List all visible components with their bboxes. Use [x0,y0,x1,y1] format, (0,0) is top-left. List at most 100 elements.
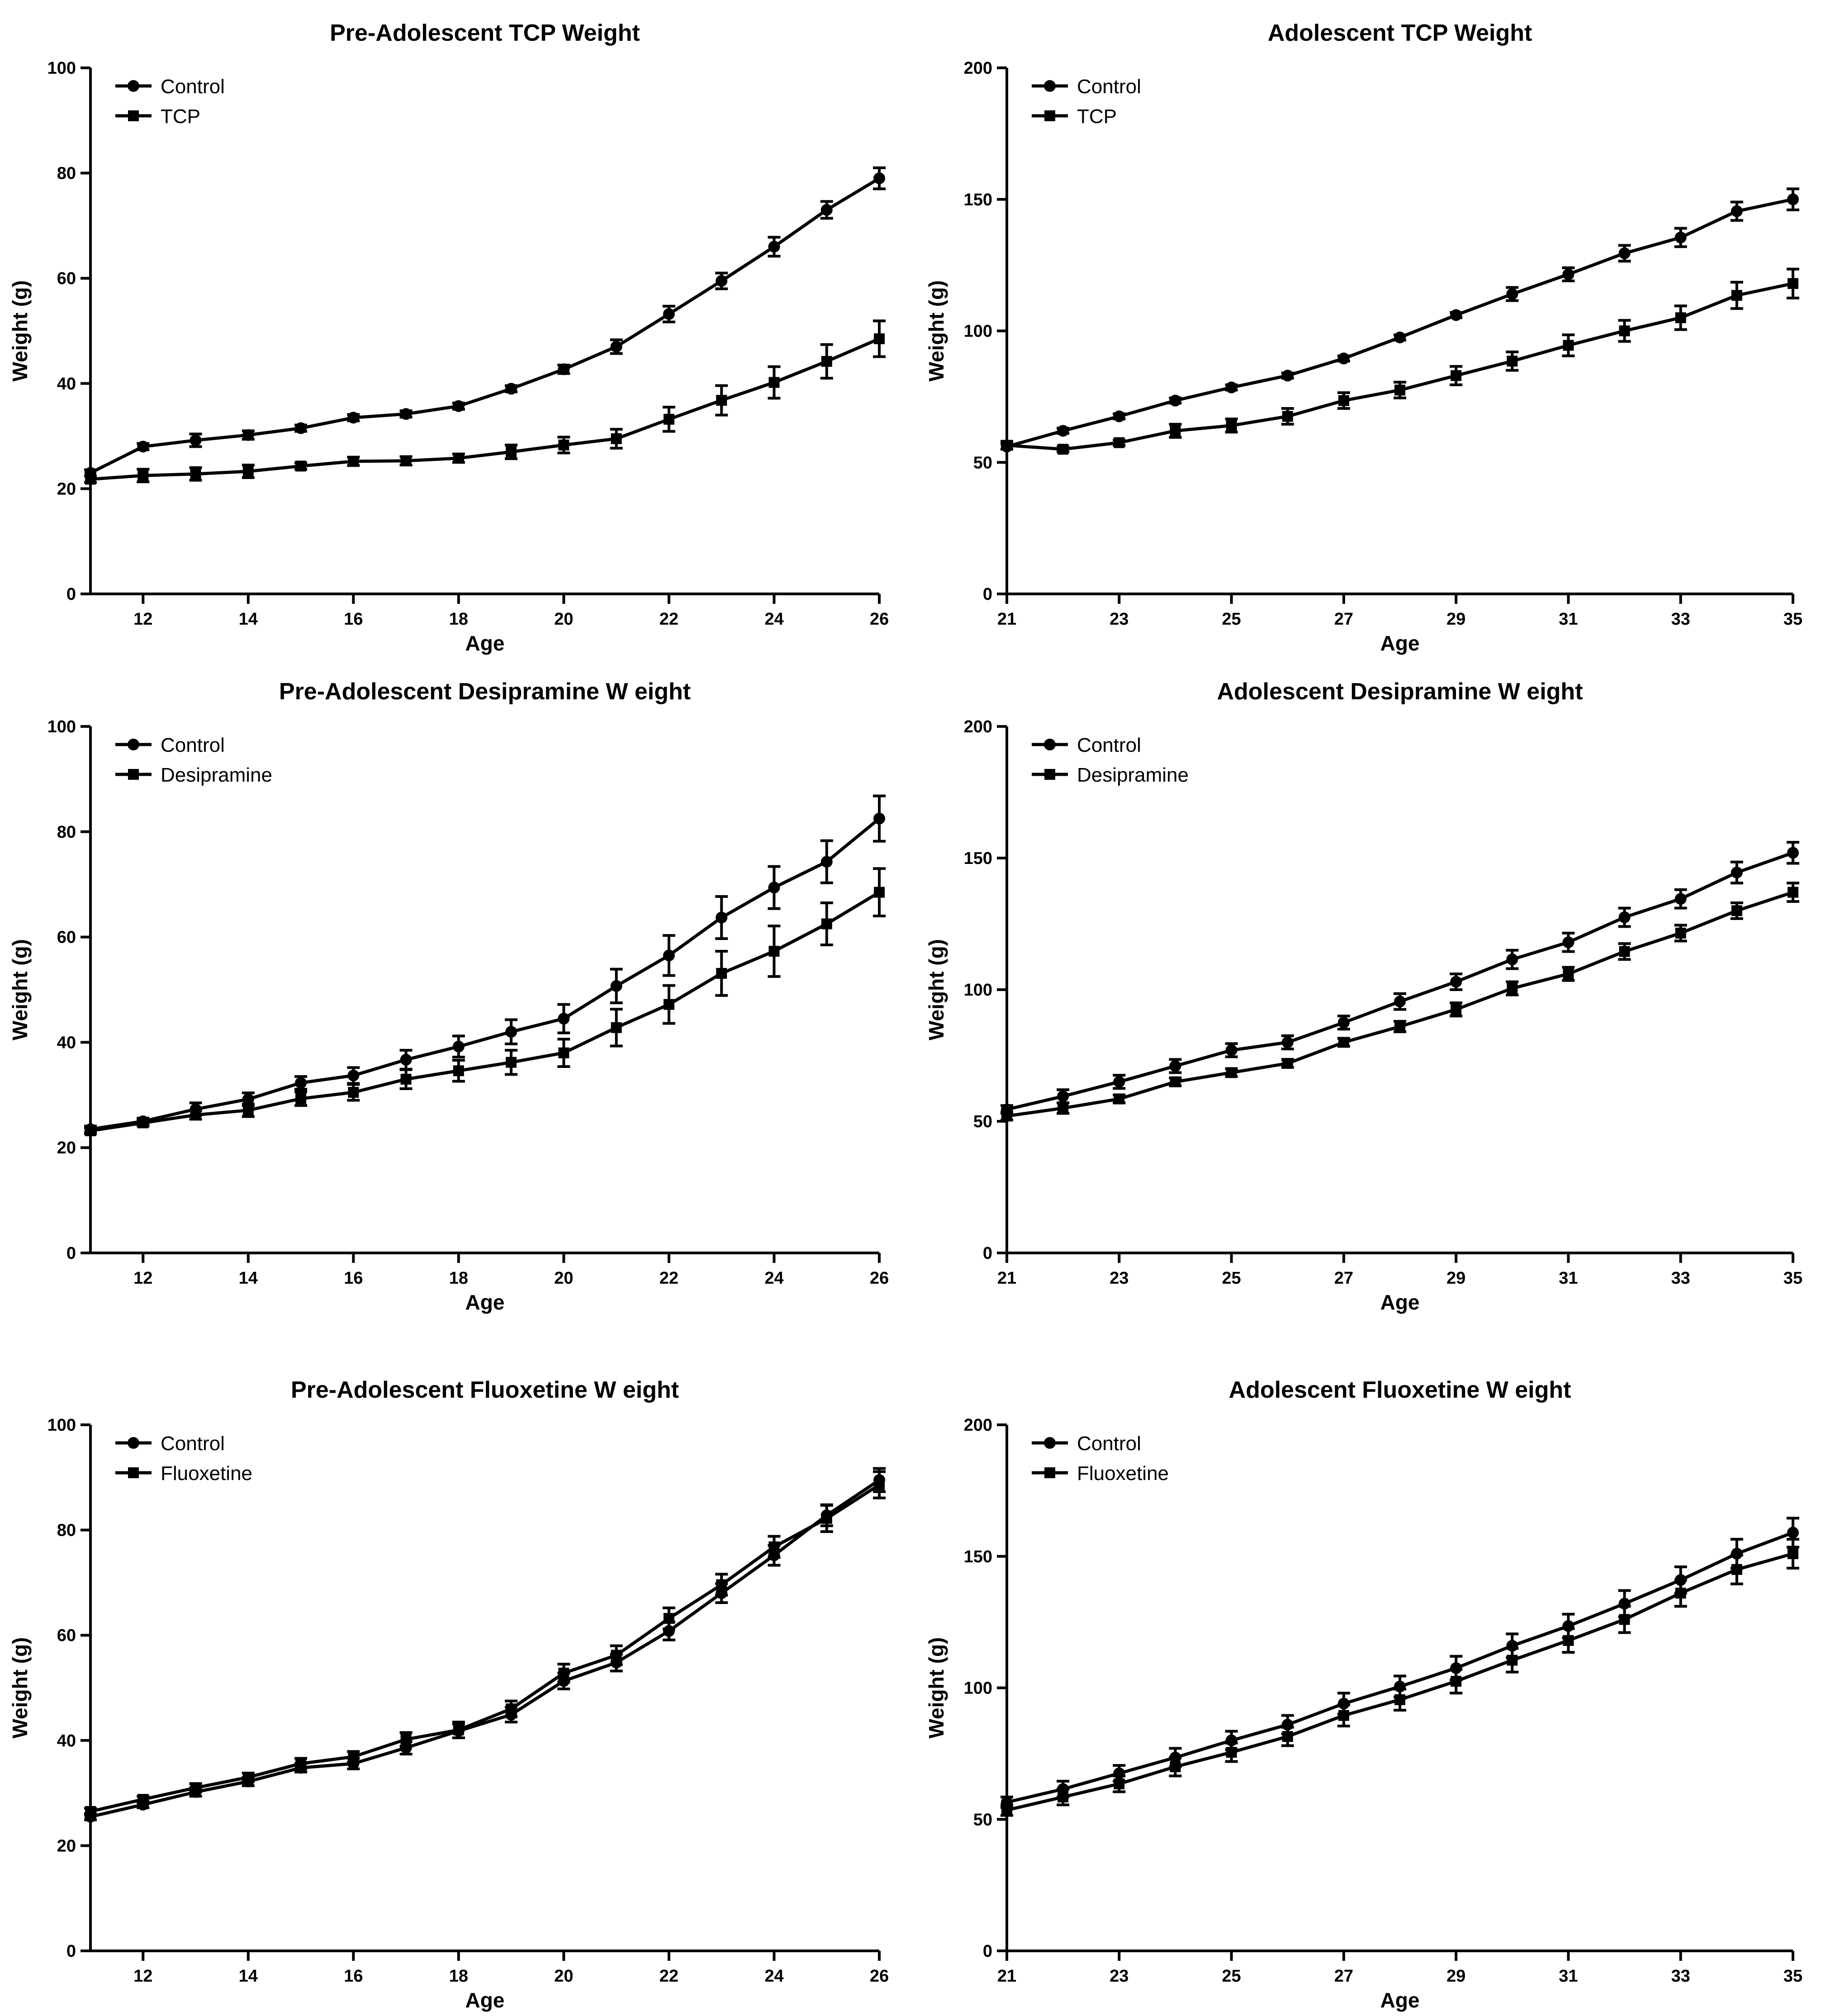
x-tick-label: 23 [1110,1269,1129,1288]
data-point-circle [505,1026,517,1038]
data-point-square [663,413,674,425]
legend-marker [1044,1467,1055,1478]
series-line [1006,851,1794,1111]
legend-label: Control [1077,1433,1141,1455]
y-tick-label: 150 [964,1547,992,1566]
y-tick-label: 200 [964,59,992,78]
data-point-circle [1674,893,1687,905]
data-point-circle [1394,332,1406,344]
data-point-square [1451,1004,1462,1015]
data-point-circle [820,856,833,868]
data-point-square [400,1073,412,1085]
data-point-square [1563,968,1574,980]
data-point-square [453,1724,464,1736]
legend-label: TCP [161,105,200,128]
legend-item: Control [1032,1433,1141,1455]
data-point-circle [1225,381,1238,394]
data-point-square [1563,1635,1574,1646]
data-point-square [1001,440,1012,451]
data-point-square [768,1541,780,1552]
x-tick-label: 18 [449,1967,468,1986]
data-point-circle [873,812,885,825]
data-point-square [716,1579,727,1590]
x-tick-label: 12 [133,610,152,629]
data-point-square [295,1758,307,1769]
legend-label: Control [161,1433,225,1455]
data-point-square [558,1667,569,1679]
data-point-circle [1731,205,1743,217]
data-point-square [1788,278,1798,289]
data-point-circle [1787,193,1799,205]
chart-panel-1: Pre-Adolescent TCP Weight 0 20 40 60 80 100 12 1… [8,20,889,655]
legend-item: Fluoxetine [1032,1462,1169,1485]
data-point-square [821,918,832,930]
x-tick-label: 27 [1334,610,1353,629]
x-tick-label: 20 [554,610,573,629]
data-point-square [348,455,359,467]
data-point-circle [716,275,728,287]
data-point-square [85,1806,96,1817]
data-point-square [1731,1564,1742,1575]
data-point-circle [1225,1044,1238,1056]
data-point-square [506,1703,517,1715]
data-point-square [1282,411,1293,422]
data-point-square [1675,312,1686,323]
x-tick-label: 21 [997,1269,1016,1288]
x-tick-label: 23 [1110,610,1129,629]
legend-item: Desipramine [115,764,272,786]
x-tick-label: 22 [659,610,678,629]
data-point-square [1619,1614,1630,1625]
data-point-circle [1113,410,1125,422]
data-point-square [453,1065,464,1077]
x-axis-label: Age [465,1290,505,1314]
chart-title: Pre-Adolescent Fluoxetine W eight [291,1377,679,1403]
data-point-circle [1057,425,1069,437]
legend-label: TCP [1077,105,1117,128]
data-point-square [295,460,307,472]
y-tick-label: 100 [47,59,76,78]
data-point-square [874,333,885,344]
data-point-square [768,377,780,388]
series-fluoxetine [1001,1537,1799,1817]
y-tick-label: 50 [973,1112,992,1131]
data-point-circle [873,172,885,185]
data-point-circle [1169,394,1181,407]
data-point-circle [1506,953,1518,966]
y-tick-label: 60 [57,928,76,947]
data-point-circle [452,1040,465,1053]
data-point-circle [1618,247,1631,259]
series-line [90,1483,880,1813]
data-point-square [1619,946,1630,957]
y-tick-label: 60 [57,1626,76,1645]
series-line [90,1479,880,1818]
y-axis-label: Weight (g) [8,939,32,1040]
legend-marker [128,739,139,750]
x-tick-label: 35 [1783,1269,1802,1288]
x-tick-label: 18 [449,610,468,629]
x-tick-label: 16 [344,610,363,629]
x-tick-label: 20 [554,1967,573,1986]
series-fluoxetine [84,1470,886,1817]
chart-panel-4: Adolescent Desipramine W eight 0 50 100 150 2… [925,678,1802,1314]
data-point-circle [1787,1527,1799,1539]
data-point-square [1731,289,1742,301]
data-point-square [874,1479,885,1490]
x-axis-label: Age [465,1988,505,2012]
series-desipramine [84,867,886,1136]
data-point-circle [400,408,412,420]
chart-panel-3: Pre-Adolescent Desipramine W eight 0 20 40 6… [8,678,889,1314]
x-tick-label: 31 [1559,1269,1578,1288]
data-point-square [1394,1694,1405,1705]
data-point-square [242,1105,254,1116]
y-tick-label: 50 [973,453,992,472]
data-point-square [1788,1548,1798,1559]
legend-marker [128,80,139,92]
data-point-square [1282,1731,1293,1742]
x-tick-label: 29 [1446,1967,1465,1986]
data-point-circle [137,441,149,453]
data-point-square [348,1751,359,1762]
series-control [1001,841,1799,1115]
data-point-circle [663,949,675,962]
data-point-square [190,1782,201,1793]
data-point-square [1731,905,1742,916]
